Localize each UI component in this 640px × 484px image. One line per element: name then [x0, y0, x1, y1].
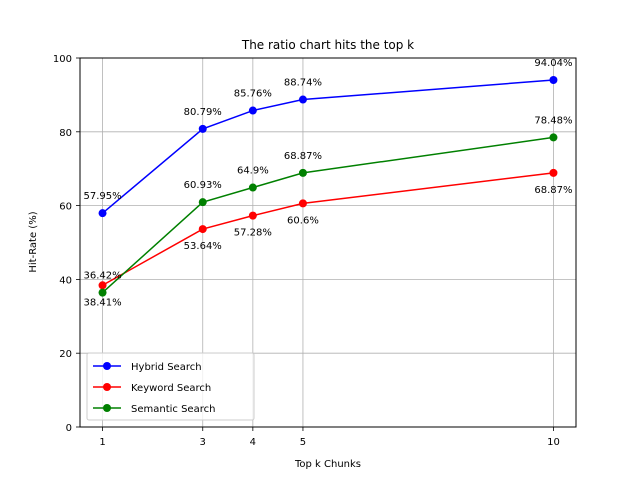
hybrid-search-data-label: 88.74% [284, 78, 322, 89]
legend: Hybrid Search Keyword Search Semantic Sear… [86, 352, 255, 421]
y-tick-label: 40 [59, 275, 72, 286]
semantic-search-point [248, 183, 257, 192]
hybrid-search-data-label: 94.04% [534, 58, 572, 69]
keyword-search-point [198, 225, 207, 234]
hybrid-search-point [198, 124, 207, 133]
semantic-search-point [98, 288, 107, 297]
keyword-search-data-label: 68.87% [534, 185, 572, 196]
x-tick-label: 3 [200, 437, 206, 448]
semantic-search-data-label: 68.87% [284, 151, 322, 162]
x-tick-label: 1 [99, 437, 105, 448]
hybrid-search-legend-marker [103, 362, 111, 370]
legend-box [86, 352, 255, 421]
keyword-search-data-label: 57.28% [234, 228, 272, 239]
chart-title: The ratio chart hits the top k [241, 38, 414, 52]
y-tick-label: 80 [59, 128, 72, 139]
semantic-search-point [198, 198, 207, 207]
keyword-search-point [549, 168, 558, 177]
hybrid-search-data-label: 85.76% [234, 89, 272, 100]
keyword-search-point [248, 211, 257, 220]
hybrid-search-point [549, 75, 558, 84]
y-tick-label: 20 [59, 349, 72, 360]
keyword-search-legend-marker [103, 383, 111, 391]
hybrid-search-point [98, 209, 107, 218]
x-tick-label: 4 [250, 437, 256, 448]
data-labels: 57.95% 80.79% 85.76% 88.74% 94.04% 38.41% 53.6… [83, 58, 572, 308]
semantic-search-data-label: 64.9% [237, 166, 269, 177]
semantic-search-data-label: 78.48% [534, 115, 572, 126]
keyword-search-line [102, 172, 554, 286]
y-axis-label: Hit-Rate (%) [28, 211, 39, 272]
semantic-search-legend-marker [103, 404, 111, 412]
keyword-search-data-label: 38.41% [83, 297, 121, 308]
semantic-search-data-label: 60.93% [184, 180, 222, 191]
semantic-search-point [549, 133, 558, 142]
semantic-search-data-label: 36.42% [83, 271, 121, 282]
plot-area-frame [79, 57, 577, 428]
hybrid-search-data-label: 57.95% [83, 191, 121, 202]
keyword-search-point [98, 281, 107, 290]
x-axis-label: Top k Chunks [294, 459, 361, 470]
hybrid-search-data-label: 80.79% [184, 107, 222, 118]
semantic-search-point [298, 168, 307, 177]
keyword-search-point [298, 199, 307, 208]
semantic-search-legend-label: Semantic Search [131, 404, 215, 415]
x-tick-label: 5 [300, 437, 306, 448]
keyword-search-data-label: 53.64% [184, 241, 222, 252]
hybrid-search-point [248, 106, 257, 115]
keyword-search-data-label: 60.6% [287, 215, 319, 226]
semantic-search-line [102, 136, 554, 294]
y-tick-label: 0 [66, 423, 72, 434]
hybrid-search-point [298, 95, 307, 104]
y-tick-label: 100 [53, 54, 72, 65]
hybrid-search-legend-label: Hybrid Search [131, 362, 202, 373]
x-tick-label: 10 [547, 437, 560, 448]
y-tick-label: 60 [59, 202, 72, 213]
series-layer [98, 75, 558, 297]
keyword-search-legend-label: Keyword Search [131, 383, 211, 394]
